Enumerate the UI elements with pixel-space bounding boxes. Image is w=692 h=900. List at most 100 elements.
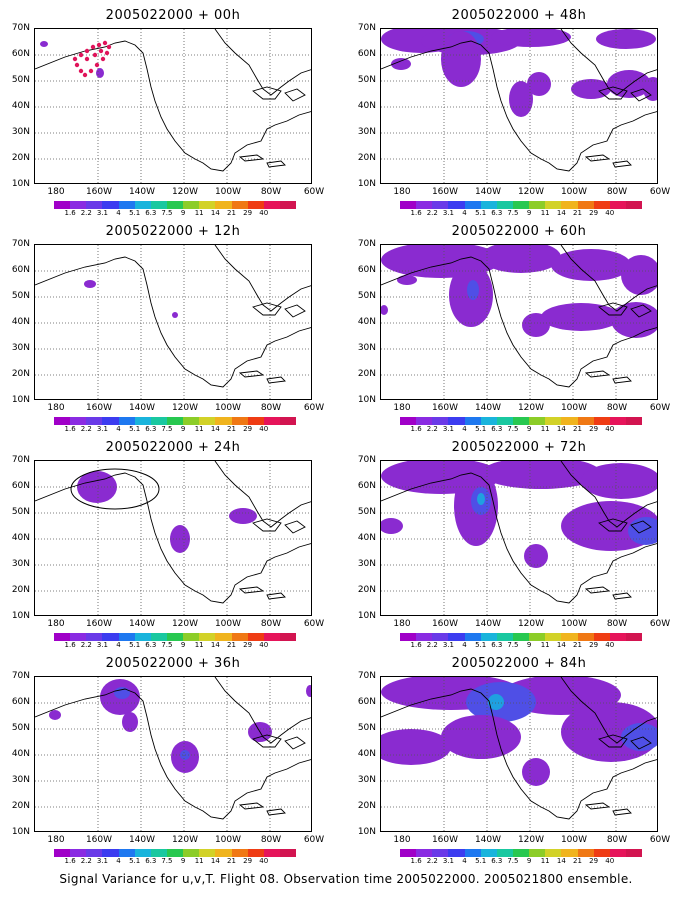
colorbar-label: 29 [243, 425, 253, 433]
lat-tick-label: 60N [11, 481, 30, 491]
map-panel-p48: 2005022000 + 48h 70N 60N 50N 40N 30N 20N 10N 180… [346, 0, 692, 217]
coastline [252, 302, 306, 318]
variance-shading [84, 280, 96, 288]
colorbar-swatch [279, 201, 297, 209]
colorbar-swatch [199, 417, 216, 425]
observation-point [84, 56, 90, 62]
variance-shading [381, 518, 403, 534]
coastline [560, 245, 657, 312]
variance-shading [77, 471, 117, 503]
colorbar-label: 14 [210, 857, 220, 865]
colorbar-label: 2.2 [80, 425, 92, 433]
observation-point [102, 40, 108, 46]
colorbar-label: 4 [116, 641, 121, 649]
lat-tick-label: 70N [11, 23, 30, 33]
lon-tick-label: 100W [214, 403, 242, 413]
colorbar-swatch [416, 633, 433, 641]
coastline [214, 29, 311, 96]
coastline [381, 688, 657, 820]
lon-tick-label: 140W [474, 619, 502, 629]
colorbar-label: 9 [526, 857, 532, 865]
lon-tick-label: 120W [517, 403, 545, 413]
colorbar-label: 2.2 [80, 641, 92, 649]
lat-tick-label: 20N [11, 801, 30, 811]
colorbar-swatch [593, 417, 610, 425]
colorbar-label: 5.1 [475, 641, 487, 649]
lon-tick-label: 160W [85, 403, 113, 413]
colorbar-label: 7.5 [507, 641, 519, 649]
colorbar-swatch [263, 417, 280, 425]
colorbar-swatch [448, 417, 465, 425]
colorbar-label: 3.1 [442, 857, 454, 865]
observation-point [100, 56, 106, 62]
coastline [598, 302, 652, 318]
panel-title: 2005022000 + 72h [451, 440, 587, 455]
coastline [35, 472, 311, 604]
lat-tick-label: 10N [11, 395, 30, 405]
lat-tick-label: 50N [11, 291, 30, 301]
colorbar-label: 29 [589, 857, 599, 865]
variance-shading [229, 508, 257, 524]
lon-tick-label: 160W [431, 403, 459, 413]
colorbar-label: 14 [556, 857, 566, 865]
lat-tick-label: 30N [11, 559, 30, 569]
lat-tick-label: 20N [357, 369, 376, 379]
colorbar-swatch [247, 633, 264, 641]
colorbar-label: 21 [572, 857, 582, 865]
colorbar-label: 7.5 [161, 641, 173, 649]
colorbar-label: 21 [226, 209, 236, 217]
colorbar-swatch [480, 849, 497, 857]
colorbar-label: 3.1 [96, 857, 108, 865]
lat-tick-label: 40N [357, 101, 376, 111]
lat-tick-label: 20N [11, 153, 30, 163]
colorbar-swatch [432, 201, 449, 209]
lon-tick-label: 160W [85, 187, 113, 197]
colorbar-label: 11 [540, 641, 550, 649]
lon-tick-label: 80W [606, 187, 628, 197]
colorbar-label: 9 [180, 425, 186, 433]
map-frame [34, 676, 312, 832]
lat-tick-label: 40N [11, 533, 30, 543]
map-canvas [381, 29, 657, 183]
colorbar-label: 9 [526, 425, 532, 433]
variance-shading [481, 245, 561, 273]
colorbar-swatch [118, 201, 135, 209]
colorbar-label: 4 [116, 425, 121, 433]
colorbar-label: 40 [259, 209, 269, 217]
coastline [238, 586, 286, 600]
coastline [252, 86, 306, 102]
observation-point [106, 44, 112, 50]
variance-shading [571, 79, 611, 99]
colorbar-swatch [464, 849, 481, 857]
lat-tick-label: 10N [357, 827, 376, 837]
colorbar-label: 1.6 [64, 425, 76, 433]
lat-tick-label: 50N [357, 291, 376, 301]
colorbar-label: 21 [572, 641, 582, 649]
colorbar-swatch [529, 201, 546, 209]
lat-tick-label: 70N [357, 23, 376, 33]
colorbar-label: 21 [226, 857, 236, 865]
colorbar-swatch [529, 633, 546, 641]
colorbar-label: 6.3 [491, 857, 503, 865]
variance-shading [611, 302, 657, 338]
variance-shading [49, 710, 61, 720]
map-canvas [35, 461, 311, 615]
observation-point [104, 50, 110, 56]
colorbar-label: 40 [605, 641, 615, 649]
lat-tick-label: 10N [11, 827, 30, 837]
variance-shading [391, 58, 411, 70]
coastline [598, 734, 652, 750]
lat-tick-label: 30N [357, 775, 376, 785]
lon-tick-label: 140W [474, 187, 502, 197]
lat-tick-label: 70N [357, 455, 376, 465]
colorbar-swatch [215, 849, 232, 857]
colorbar-swatch [215, 417, 232, 425]
lon-tick-label: 120W [171, 187, 199, 197]
colorbar-label: 4 [462, 641, 467, 649]
variance-shading [522, 758, 550, 786]
coastline [238, 802, 286, 816]
colorbar-label: 29 [243, 857, 253, 865]
colorbar-label: 5.1 [475, 857, 487, 865]
lat-tick-label: 10N [357, 179, 376, 189]
variance-shading [114, 687, 130, 699]
